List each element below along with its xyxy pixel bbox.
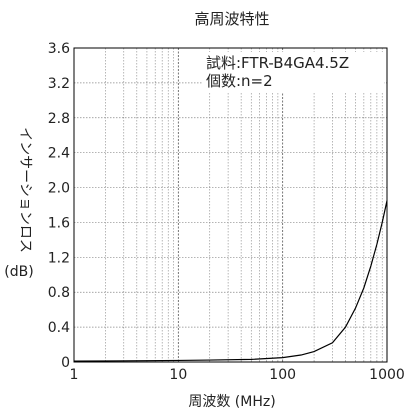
y-tick-label: 0.4: [48, 320, 70, 336]
y-tick-label: 1.2: [48, 250, 70, 266]
x-tick-label: 10: [169, 367, 187, 383]
x-axis-ticks: 1 10 100 1000: [70, 367, 405, 383]
x-tick-label: 100: [269, 367, 296, 383]
count-annotation: 個数:n=2: [206, 72, 273, 90]
sample-annotation: 試料:FTR-B4GA4.5Z: [206, 54, 349, 72]
annotation-background: [202, 52, 384, 92]
x-tick-label: 1: [70, 367, 79, 383]
x-tick-label: 1000: [369, 367, 405, 383]
plot-frame: [73, 47, 388, 363]
x-axis-label: 周波数 (MHz): [188, 394, 275, 410]
y-axis-label: インサーションロス: [17, 127, 33, 253]
y-axis-unit: (dB): [4, 264, 33, 280]
y-tick-label: 0.8: [48, 285, 70, 301]
y-tick-label: 2.4: [48, 146, 70, 162]
y-tick-label: 2.8: [48, 111, 70, 127]
grid: [73, 47, 388, 363]
chart-title: 高周波特性: [194, 10, 269, 28]
y-tick-label: 0: [61, 355, 70, 371]
y-tick-label: 2.0: [48, 181, 70, 197]
y-tick-label: 3.2: [48, 76, 70, 92]
y-tick-label: 1.6: [48, 215, 70, 231]
series-line: [73, 200, 388, 362]
y-axis-ticks: 0 0.4 0.8 1.2 1.6 2.0 2.4 2.8 3.2 3.6: [48, 41, 70, 371]
y-tick-label: 3.6: [48, 41, 70, 57]
